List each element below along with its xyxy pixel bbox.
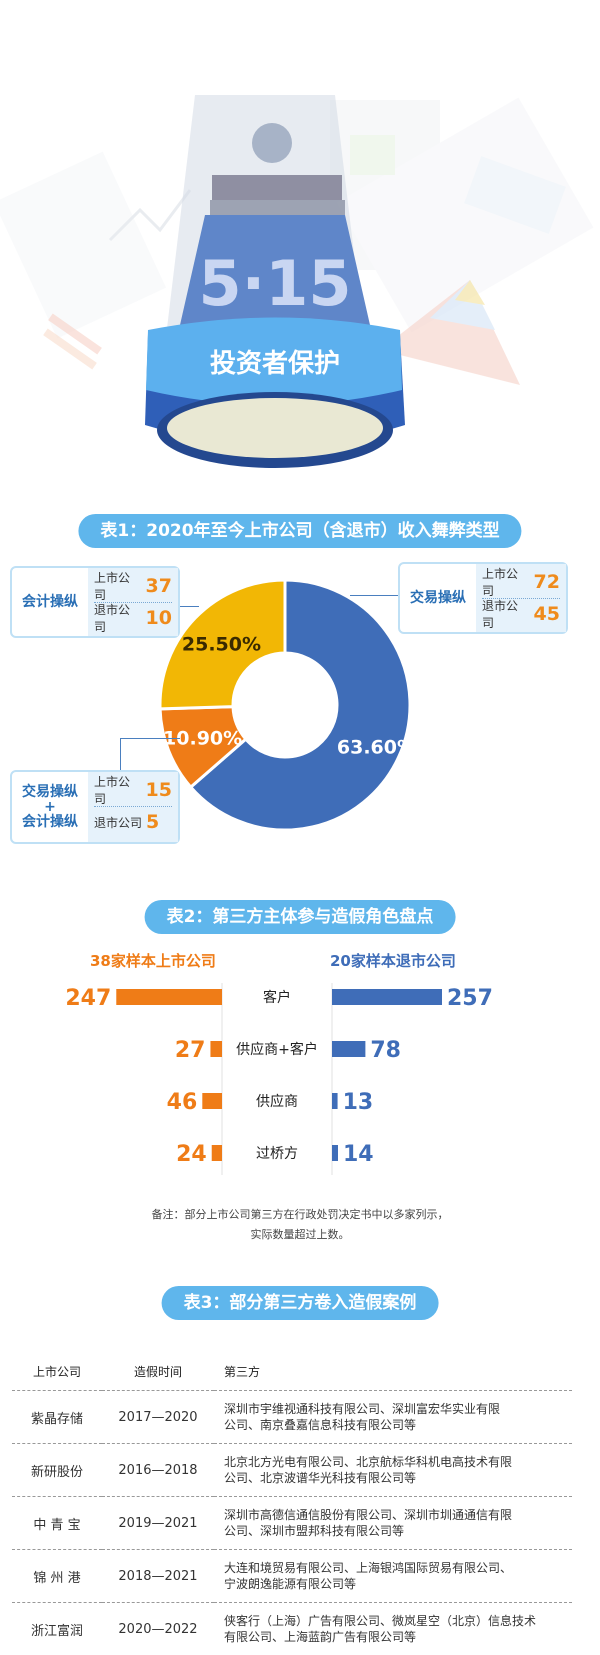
- person-icon: [252, 123, 292, 163]
- bar-left-title: 38家样本上市公司: [90, 950, 216, 971]
- bar-right: [332, 1145, 338, 1161]
- row-company: 中 青 宝: [12, 1497, 102, 1550]
- bar-right-value: 78: [370, 1038, 401, 1063]
- row-period: 2019—2021: [102, 1497, 214, 1550]
- row-parties-line2: 公司、南京叠嘉信息科技有限公司等: [224, 1417, 571, 1433]
- legend-combined-title-line2: 会计操纵: [22, 813, 78, 831]
- butterfly-bar-chart: 247 257 客户 27 78 供应商+客户 46 13 供应商 24 14 过桥方: [0, 975, 600, 1195]
- legend-accounting-title: 会计操纵: [12, 568, 88, 636]
- table-row: 中 青 宝 2019—2021 深圳市高德信通信股份有限公司、深圳市圳通通信有限…: [12, 1497, 572, 1550]
- legend-trading-delisted-label: 退市公司: [482, 597, 530, 631]
- table1-title: 表1：2020年至今上市公司（含退市）收入舞弊类型: [78, 514, 521, 548]
- legend-combined-listed-label: 上市公司: [94, 773, 142, 807]
- legend-combined-delisted-value: 5: [146, 811, 159, 833]
- row-period: 2016—2018: [102, 1444, 214, 1497]
- legend-combined-listed-value: 15: [146, 779, 172, 801]
- bar-category-label: 供应商+客户: [236, 1041, 318, 1058]
- table3-title: 表3：部分第三方卷入造假案例: [162, 1286, 439, 1320]
- legend-accounting-listed-value: 37: [146, 575, 172, 597]
- legend-accounting-delisted-label: 退市公司: [94, 601, 142, 635]
- row-parties-line2: 公司、深圳市盟邦科技有限公司等: [224, 1523, 571, 1539]
- row-period: 2017—2020: [102, 1391, 214, 1444]
- row-parties-line1: 北京北方光电有限公司、北京航标华科机电高技术有限: [224, 1454, 571, 1470]
- legend-trading-listed-value: 72: [534, 571, 560, 593]
- note-line1: 备注：部分上市公司第三方在行政处罚决定书中以多家列示，: [0, 1205, 600, 1225]
- bar-left: [116, 989, 222, 1005]
- cases-table-header: 上市公司 造假时间 第三方: [12, 1352, 572, 1391]
- row-period: 2018—2021: [102, 1550, 214, 1603]
- pie-chart: 63.60%10.90%25.50%: [150, 570, 420, 840]
- projector-lens: [167, 398, 383, 458]
- bar-left-value: 24: [176, 1142, 207, 1167]
- header-company: 上市公司: [12, 1352, 102, 1391]
- row-parties-line2: 公司、北京波谱华光科技有限公司等: [224, 1470, 571, 1486]
- table-row: 紫晶存储 2017—2020 深圳市宇维视通科技有限公司、深圳富宏华实业有限公司…: [12, 1391, 572, 1444]
- bar-right: [332, 1041, 365, 1057]
- bar-right-value: 13: [343, 1090, 374, 1115]
- bar-left-value: 27: [175, 1038, 206, 1063]
- row-company: 紫晶存储: [12, 1391, 102, 1444]
- bar-right: [332, 1093, 338, 1109]
- legend-combined-delisted-label: 退市公司: [94, 814, 142, 831]
- hero-badge-number: 5·15: [199, 247, 352, 320]
- bar-category-label: 供应商: [256, 1093, 298, 1110]
- table2-title: 表2：第三方主体参与造假角色盘点: [145, 900, 456, 934]
- row-company: 锦 州 港: [12, 1550, 102, 1603]
- projector-band: [212, 175, 342, 200]
- cases-table: 上市公司 造假时间 第三方 紫晶存储 2017—2020 深圳市宇维视通科技有限…: [12, 1352, 572, 1655]
- bar-category-label: 过桥方: [256, 1146, 298, 1162]
- row-company: 新研股份: [12, 1444, 102, 1497]
- connector-combined-h: [120, 738, 180, 739]
- note-line2: 实际数量超过上数。: [0, 1225, 600, 1245]
- row-period: 2020—2022: [102, 1603, 214, 1655]
- table-row: 新研股份 2016—2018 北京北方光电有限公司、北京航标华科机电高技术有限公…: [12, 1444, 572, 1497]
- bar-right-title: 20家样本退市公司: [330, 950, 456, 971]
- row-parties-line1: 深圳市宇维视通科技有限公司、深圳富宏华实业有限: [224, 1401, 571, 1417]
- legend-trading-title: 交易操纵: [400, 564, 476, 632]
- row-parties-line2: 宁波朗逸能源有限公司等: [224, 1576, 571, 1592]
- bar-left-value: 46: [167, 1090, 198, 1115]
- bar-left: [212, 1145, 222, 1161]
- connector-accounting: [177, 606, 199, 607]
- bar-right-value: 14: [343, 1142, 374, 1167]
- bar-category-label: 客户: [263, 989, 291, 1006]
- bar-left-value: 247: [65, 986, 111, 1011]
- bar-right-value: 257: [447, 986, 493, 1011]
- bar-left: [210, 1041, 222, 1057]
- table-row: 锦 州 港 2018—2021 大连和境贸易有限公司、上海银鸿国际贸易有限公司、…: [12, 1550, 572, 1603]
- row-parties-line1: 大连和境贸易有限公司、上海银鸿国际贸易有限公司、: [224, 1560, 571, 1576]
- row-company: 浙江富润: [12, 1603, 102, 1655]
- row-parties-line2: 有限公司、上海蓝韵广告有限公司等: [224, 1629, 571, 1645]
- legend-trading-listed-label: 上市公司: [482, 565, 530, 599]
- header-period: 造假时间: [102, 1352, 214, 1391]
- legend-accounting-delisted-value: 10: [146, 607, 172, 629]
- legend-accounting-listed-label: 上市公司: [94, 569, 142, 603]
- pie-slice-label: 25.50%: [182, 633, 261, 655]
- bar-left: [202, 1093, 222, 1109]
- hero-badge-text: 投资者保护: [210, 349, 340, 379]
- row-parties-line1: 侠客行（上海）广告有限公司、微岚星空（北京）信息技术: [224, 1613, 571, 1629]
- hero-illustration: 5·15 投资者保护: [0, 0, 600, 500]
- bar-right: [332, 989, 442, 1005]
- header-parties: 第三方: [214, 1352, 572, 1391]
- row-parties-line1: 深圳市高德信通信股份有限公司、深圳市圳通通信有限: [224, 1507, 571, 1523]
- pie-slice-label: 63.60%: [337, 737, 416, 759]
- legend-trading-delisted-value: 45: [534, 603, 560, 625]
- legend-combined-title-plus: +: [44, 801, 56, 813]
- connector-trading: [350, 595, 400, 596]
- connector-combined-v: [120, 738, 121, 770]
- table-row: 浙江富润 2020—2022 侠客行（上海）广告有限公司、微岚星空（北京）信息技…: [12, 1603, 572, 1655]
